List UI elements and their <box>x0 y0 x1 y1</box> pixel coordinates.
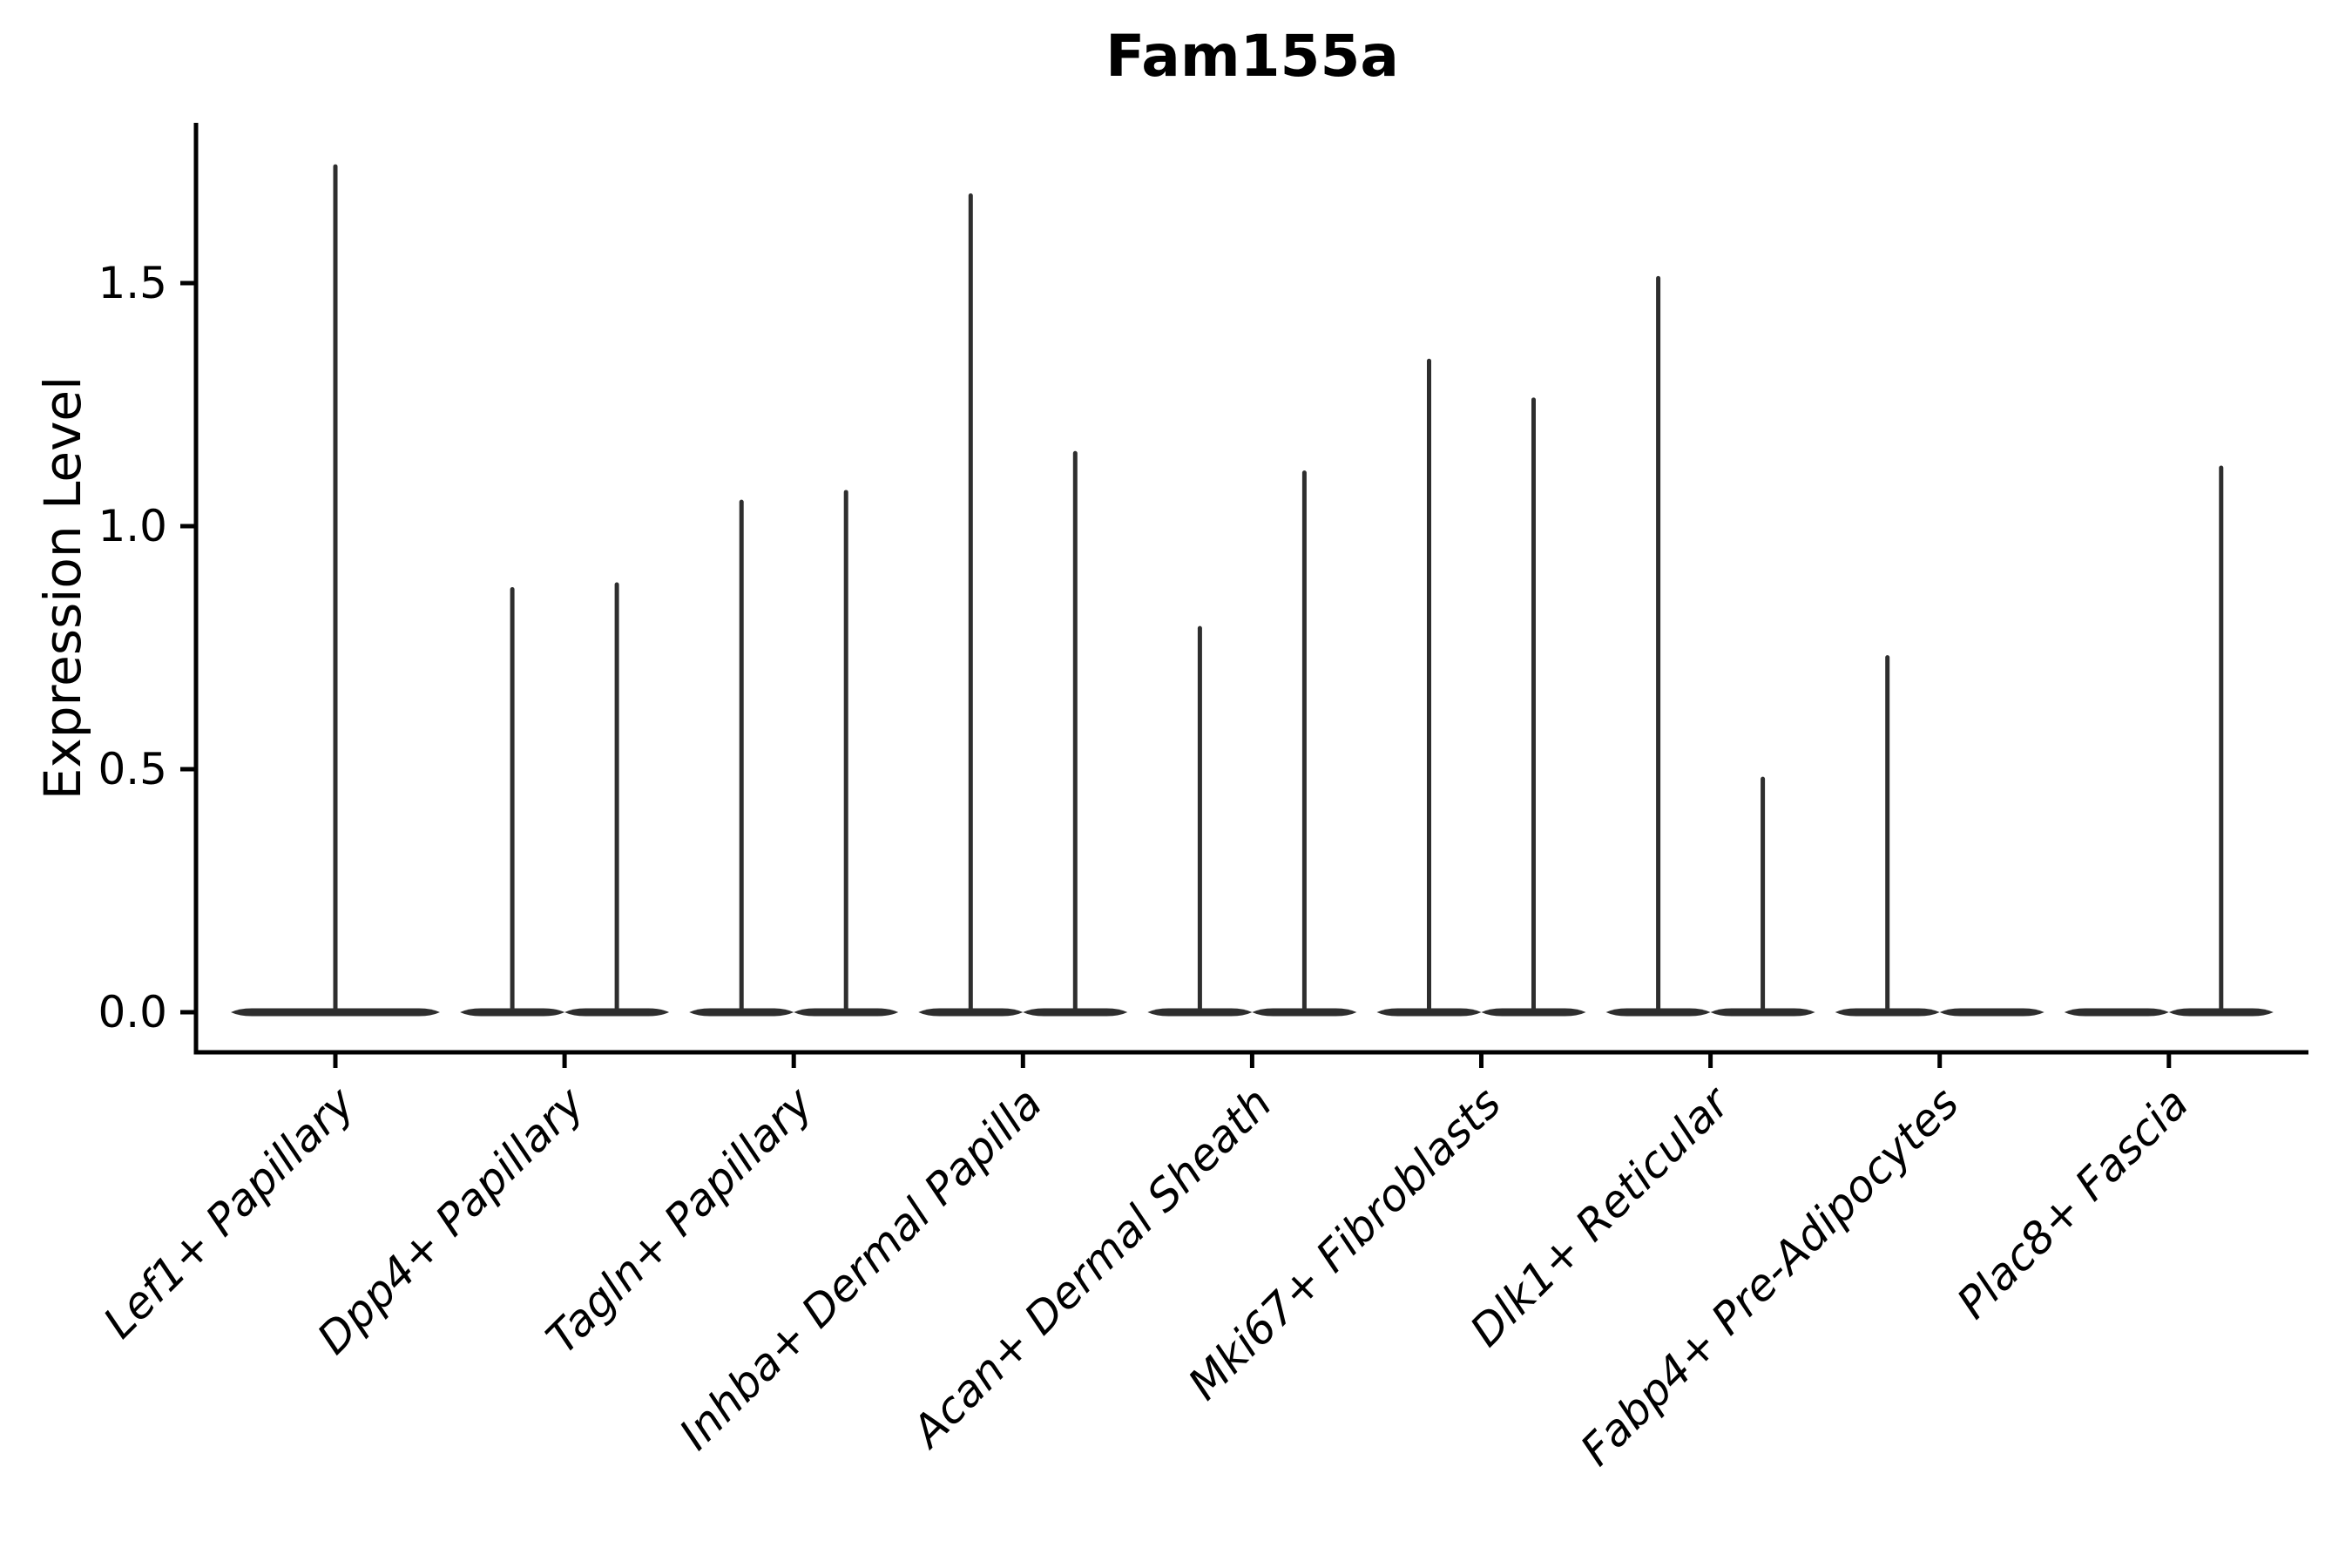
y-tick-label: 1.5 <box>98 258 167 308</box>
violin <box>2064 1008 2169 1017</box>
violin <box>1939 1008 2044 1017</box>
y-tick-label: 1.0 <box>98 501 167 551</box>
y-tick-label: 0.0 <box>98 987 167 1037</box>
y-tick-label: 0.5 <box>98 744 167 794</box>
chart-title: Fam155a <box>1105 23 1399 90</box>
